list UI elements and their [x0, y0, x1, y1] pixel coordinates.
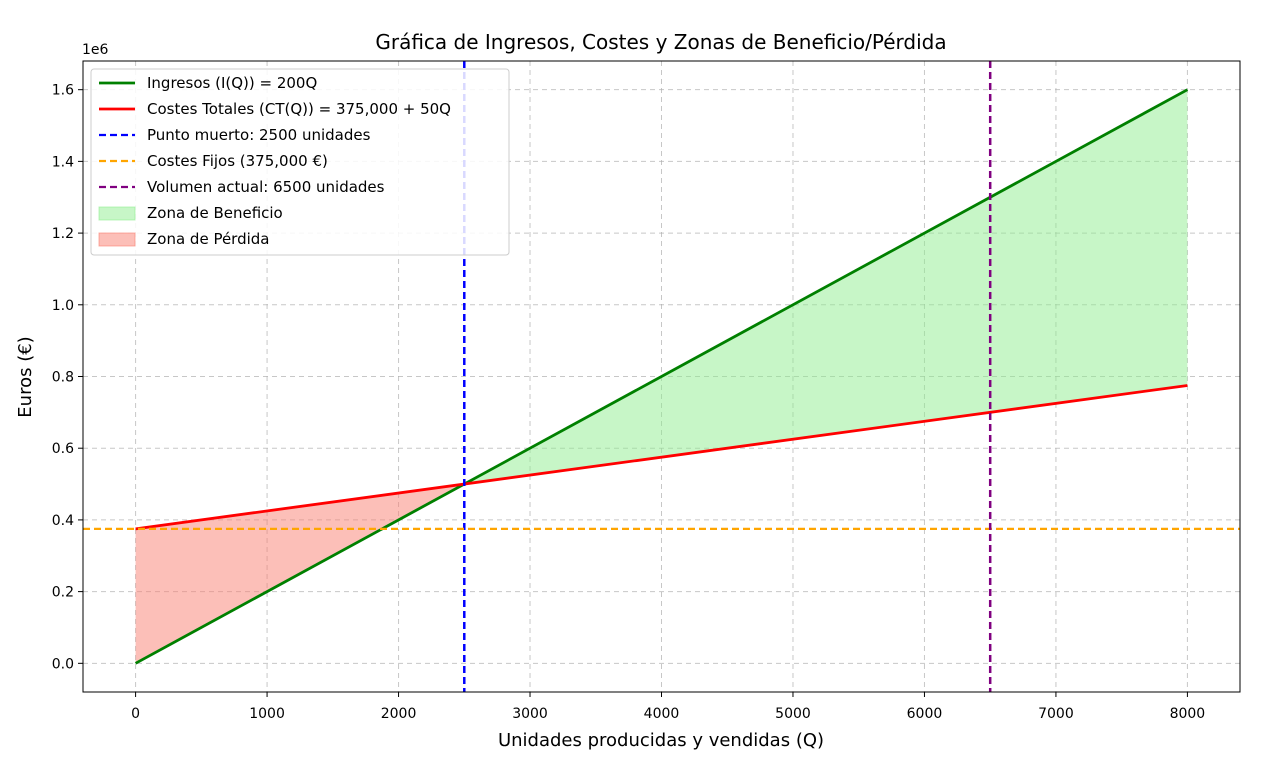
y-axis-ticks: 0.0 0.2 0.4 0.6 0.8 1.0 1.2 1.4 1.6 — [52, 83, 83, 672]
legend: Ingresos (I(Q)) = 200Q Costes Totales (CT… — [90, 68, 510, 256]
legend-label: Zona de Beneficio — [147, 204, 283, 222]
y-tick-label: 0.6 — [52, 441, 74, 457]
x-tick-label: 0 — [131, 706, 140, 722]
legend-label: Punto muerto: 2500 unidades — [147, 126, 371, 144]
y-axis-label: Euros (€) — [15, 336, 36, 417]
legend-label: Ingresos (I(Q)) = 200Q — [147, 74, 317, 92]
y-tick-label: 1.4 — [52, 154, 74, 170]
legend-label: Costes Totales (CT(Q)) = 375,000 + 50Q — [147, 100, 451, 118]
y-tick-label: 1.2 — [52, 226, 74, 242]
y-tick-label: 0.4 — [52, 513, 74, 529]
legend-label: Zona de Pérdida — [147, 230, 269, 248]
revenue-line — [134, 88, 1189, 665]
x-axis-ticks: 0 1000 2000 3000 4000 5000 6000 7000 8000 — [131, 692, 1205, 722]
legend-swatch — [98, 206, 136, 221]
y-offset-label: 1e6 — [82, 42, 109, 58]
y-tick-label: 0.8 — [52, 370, 74, 386]
y-tick-label: 0.0 — [52, 656, 74, 672]
x-axis-label: Unidades producidas y vendidas (Q) — [498, 730, 824, 751]
x-tick-label: 1000 — [249, 706, 285, 722]
chart-title: Gráfica de Ingresos, Costes y Zonas de B… — [375, 30, 946, 54]
x-tick-label: 4000 — [644, 706, 680, 722]
legend-label: Costes Fijos (375,000 €) — [147, 152, 328, 170]
legend-box — [90, 68, 510, 256]
x-tick-label: 7000 — [1038, 706, 1074, 722]
y-tick-label: 1.0 — [52, 298, 74, 314]
x-tick-label: 5000 — [775, 706, 811, 722]
y-tick-label: 0.2 — [52, 585, 74, 601]
legend-label: Volumen actual: 6500 unidades — [147, 178, 385, 196]
x-tick-label: 8000 — [1170, 706, 1206, 722]
x-tick-label: 2000 — [381, 706, 417, 722]
total-cost-line — [135, 384, 1188, 531]
x-tick-label: 3000 — [512, 706, 548, 722]
y-tick-label: 1.6 — [52, 83, 74, 99]
x-tick-label: 6000 — [907, 706, 943, 722]
legend-swatch — [98, 232, 136, 247]
